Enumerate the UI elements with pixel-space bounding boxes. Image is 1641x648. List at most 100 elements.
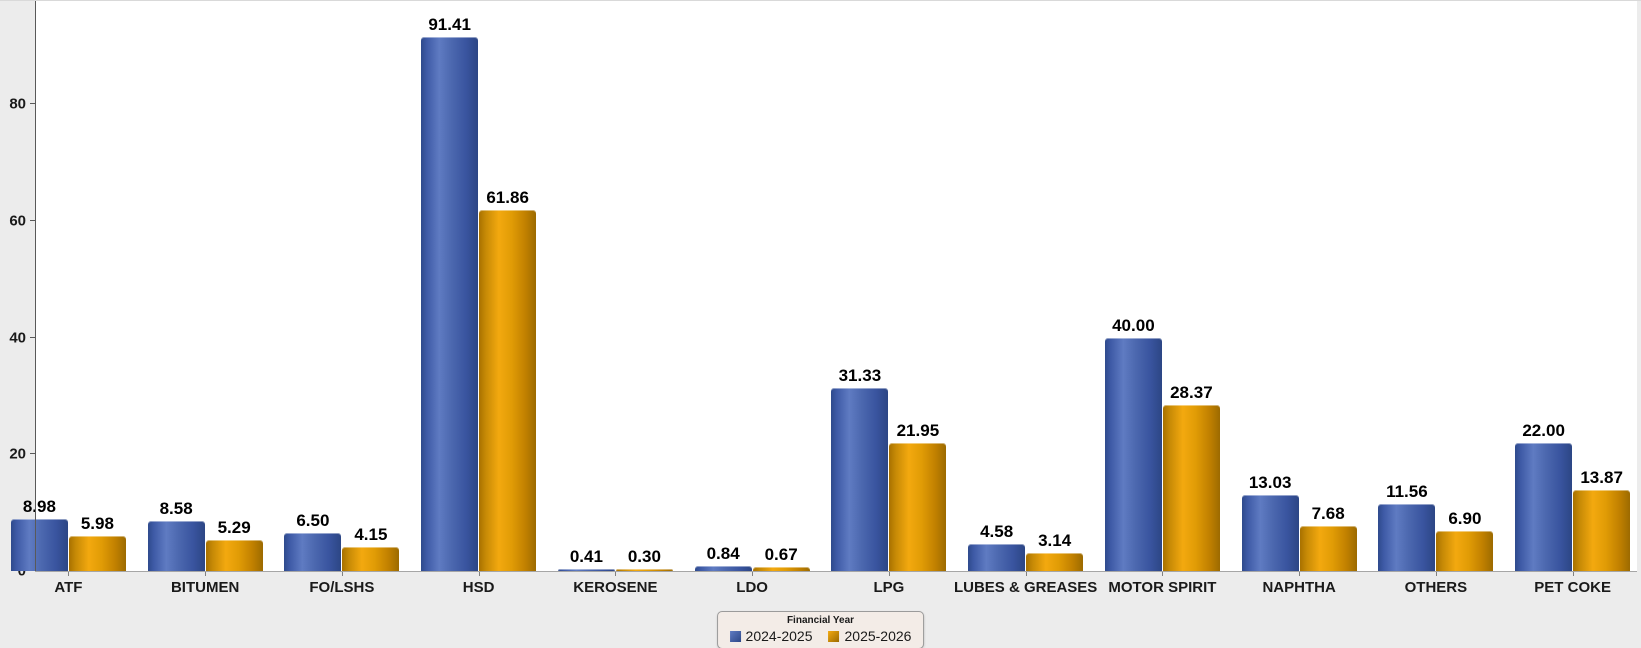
bar-2025-2026-lpg[interactable] [889, 442, 947, 571]
bar-value-label: 7.68 [1311, 504, 1345, 524]
bar-2024-2025-bitumen[interactable] [147, 520, 205, 571]
bar-slot: 5.98 [68, 515, 126, 571]
bar-value-label: 40.00 [1112, 315, 1155, 335]
bar-2024-2025-lpg[interactable] [831, 388, 889, 571]
bar-value-label: 3.14 [1038, 530, 1072, 550]
category-group-motor-spirit: 40.00 28.37 MOTOR SPIRIT [1094, 1, 1231, 595]
y-tick-label: 0 [17, 562, 26, 580]
y-tick-label: 60 [9, 212, 26, 230]
y-axis-line [35, 1, 36, 571]
category-label: BITUMEN [170, 579, 240, 596]
bar-2025-2026-motor-spirit[interactable] [1162, 405, 1220, 571]
bar-2025-2026-lubes-greases[interactable] [1026, 552, 1084, 571]
bar-2024-2025-others[interactable] [1378, 503, 1436, 571]
bar-value-label: 11.56 [1386, 481, 1428, 501]
bar-2024-2025-atf[interactable] [10, 518, 68, 571]
bar-2024-2025-naphtha[interactable] [1241, 494, 1299, 571]
x-tick-mark [1572, 571, 1574, 576]
bar-2024-2025-ldo[interactable] [694, 566, 752, 571]
bar-2025-2026-others[interactable] [1436, 530, 1494, 571]
category-group-atf: 8.98 5.98 ATF [0, 1, 137, 595]
category-group-fo-lshs: 6.50 4.15 FO/LSHS [274, 1, 411, 595]
y-tick-label: 80 [9, 95, 26, 113]
bar-value-label: 5.29 [217, 518, 251, 538]
x-axis-baseline [35, 571, 1637, 572]
x-tick-mark [888, 571, 890, 576]
bar-value-label: 8.58 [159, 498, 193, 518]
bar-value-label: 5.98 [80, 514, 114, 534]
x-tick-mark [68, 571, 70, 576]
bar-2024-2025-pet-coke[interactable] [1515, 442, 1573, 571]
x-tick-mark [341, 571, 343, 576]
bar-2025-2026-atf[interactable] [68, 536, 126, 571]
bar-slot: 0.84 [694, 545, 752, 571]
category-group-hsd: 91.41 61.86 HSD [410, 1, 547, 595]
bar-2025-2026-kerosene[interactable] [615, 569, 673, 571]
category-label: HSD [462, 579, 495, 596]
category-label: PET COKE [1534, 579, 1611, 596]
legend-items: 2024-2025 2025-2026 [729, 628, 912, 644]
bar-slot: 3.14 [1026, 532, 1084, 571]
bar-slot: 4.58 [968, 523, 1026, 571]
bar-value-label: 8.98 [22, 496, 56, 516]
bar-value-label: 61.86 [486, 187, 529, 207]
bar-2025-2026-ldo[interactable] [752, 567, 810, 571]
bar-2024-2025-motor-spirit[interactable] [1104, 337, 1162, 571]
bar-2024-2025-kerosene[interactable] [557, 568, 615, 571]
bar-value-label: 0.30 [627, 547, 661, 566]
legend-swatch-blue-icon [729, 630, 741, 642]
bar-slot: 0.41 [557, 548, 615, 571]
bar-slot: 22.00 [1515, 422, 1573, 571]
category-group-lubes-greases: 4.58 3.14 LUBES & GREASES [954, 1, 1097, 595]
y-tick-label: 40 [9, 329, 26, 346]
bar-2024-2025-hsd[interactable] [421, 37, 479, 571]
category-label: LUBES & GREASES [953, 579, 1098, 596]
legend-label: 2025-2026 [844, 628, 912, 644]
x-tick-mark [1299, 571, 1301, 576]
x-tick-mark [478, 571, 480, 576]
bar-slot: 61.86 [479, 189, 537, 571]
bar-slot: 6.50 [284, 512, 342, 571]
bar-value-label: 28.37 [1170, 383, 1213, 403]
x-tick-mark [1162, 571, 1164, 576]
legend-item-2024-2025[interactable]: 2024-2025 [729, 628, 813, 644]
bar-slot: 21.95 [889, 422, 947, 571]
bar-value-label: 31.33 [838, 366, 882, 386]
bar-value-label: 6.90 [1448, 508, 1482, 528]
bar-slot: 13.87 [1573, 469, 1631, 571]
bar-value-label: 6.50 [296, 511, 330, 531]
category-group-others: 11.56 6.90 OTHERS [1368, 1, 1505, 595]
y-tick-mark [30, 453, 35, 455]
bar-slot: 4.15 [342, 526, 400, 571]
bar-slot: 13.03 [1241, 474, 1299, 571]
bar-slot: 7.68 [1299, 505, 1357, 571]
category-group-bitumen: 8.58 5.29 BITUMEN [137, 1, 274, 595]
bar-2024-2025-fo-lshs[interactable] [284, 533, 342, 571]
bar-2025-2026-pet-coke[interactable] [1573, 490, 1631, 571]
bar-2025-2026-fo-lshs[interactable] [342, 546, 400, 571]
category-group-pet-coke: 22.00 13.87 PET COKE [1504, 1, 1641, 595]
legend-item-2025-2026[interactable]: 2025-2026 [828, 628, 912, 644]
bar-value-label: 22.00 [1522, 420, 1565, 440]
bar-slot: 8.58 [147, 500, 205, 571]
category-group-ldo: 0.84 0.67 LDO [684, 1, 821, 595]
bar-value-label: 0.84 [706, 544, 740, 564]
category-group-kerosene: 0.41 0.30 KEROSENE [547, 1, 684, 595]
bar-2025-2026-hsd[interactable] [479, 209, 537, 571]
y-axis: 0 20 40 60 80 [0, 1, 35, 579]
bar-2024-2025-lubes-greases[interactable] [968, 544, 1026, 571]
bar-2025-2026-naphtha[interactable] [1299, 526, 1357, 571]
bar-slot: 8.98 [10, 498, 68, 571]
bar-2025-2026-bitumen[interactable] [205, 540, 263, 571]
legend-label: 2024-2025 [745, 628, 813, 644]
x-tick-mark [1435, 571, 1437, 576]
bars-layer: 8.98 5.98 ATF 8.58 5.29 BITUMEN 6.50 4.15 FO/LSH… [0, 1, 1641, 595]
bar-slot: 31.33 [831, 367, 889, 571]
category-label: FO/LSHS [309, 579, 375, 596]
category-label: MOTOR SPIRIT [1108, 579, 1217, 596]
legend-swatch-orange-icon [828, 630, 840, 642]
category-label: ATF [54, 579, 83, 596]
bar-value-label: 13.03 [1248, 472, 1292, 492]
category-label: KEROSENE [573, 579, 658, 596]
